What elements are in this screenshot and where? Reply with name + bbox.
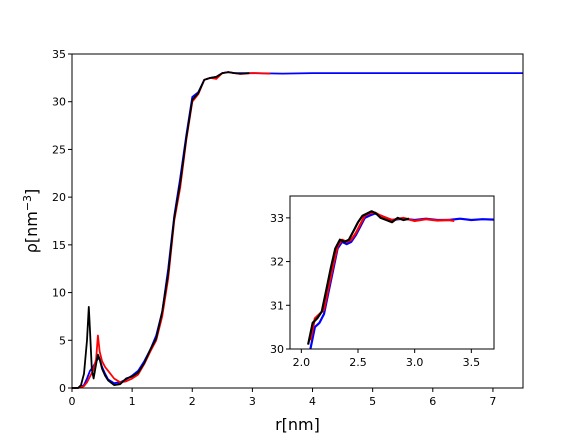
inset-x-tick-label: 2.0 [293, 356, 311, 369]
main-x-tick-label: 5 [369, 395, 376, 408]
inset-plot: 2.0 2.5 3.0 3.5 30 31 32 33 [270, 195, 495, 369]
main-y-tick-label: 20 [52, 191, 66, 204]
inset-x-tick-label: 3.5 [463, 356, 481, 369]
inset-x-tick-label: 2.5 [349, 356, 367, 369]
main-y-tick-label: 25 [52, 143, 66, 156]
inset-series-group [307, 210, 495, 350]
main-y-tick-label: 5 [59, 334, 66, 347]
inset-x-ticks: 2.0 2.5 3.0 3.5 [293, 349, 481, 369]
inset-y-tick-label: 31 [270, 299, 284, 312]
inset-x-tick-label: 3.0 [406, 356, 424, 369]
main-x-tick-label: 4 [309, 395, 316, 408]
main-x-tick-label: 1 [129, 395, 136, 408]
main-y-tick-label: 35 [52, 48, 66, 61]
inset-y-tick-label: 33 [270, 212, 284, 225]
main-x-ticks: 0 1 2 3 4 5 6 7 [69, 388, 496, 408]
main-y-tick-label: 15 [52, 239, 66, 252]
inset-series-line-2 [309, 211, 455, 341]
main-x-tick-label: 6 [429, 395, 436, 408]
inset-y-tick-label: 32 [270, 256, 284, 269]
main-plot: 0 1 2 3 4 5 6 7 0 5 10 15 20 25 30 35 r[nm] ρ[nm−3] [21, 48, 524, 434]
main-y-tick-label: 0 [59, 382, 66, 395]
main-series-group [72, 71, 523, 389]
main-x-tick-label: 2 [189, 395, 196, 408]
main-y-ticks: 0 5 10 15 20 25 30 35 [52, 48, 72, 395]
main-y-tick-label: 10 [52, 287, 66, 300]
main-plot-frame [71, 53, 524, 389]
main-x-tick-label: 3 [249, 395, 256, 408]
main-x-tick-label: 7 [489, 395, 496, 408]
inset-series-line-3 [307, 210, 410, 345]
main-y-tick-label: 30 [52, 96, 66, 109]
main-y-axis-label: ρ[nm−3] [21, 189, 41, 254]
inset-plot-frame [289, 195, 495, 350]
inset-y-tick-label: 30 [270, 343, 284, 356]
main-x-tick-label: 0 [69, 395, 76, 408]
main-series-line-2 [72, 71, 271, 389]
main-x-axis-label: r[nm] [275, 415, 320, 434]
main-series-line-3 [72, 71, 250, 389]
inset-y-ticks: 30 31 32 33 [270, 212, 290, 356]
